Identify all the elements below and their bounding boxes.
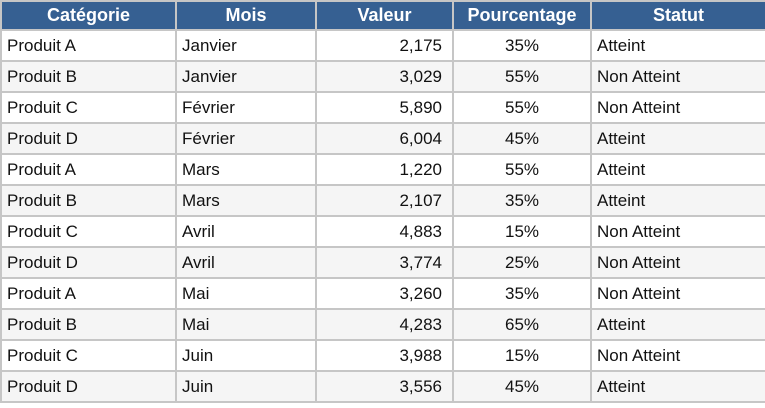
cell-categorie[interactable]: Produit A — [0, 29, 177, 62]
table-row: Produit C Février 5,890 55% Non Atteint — [0, 91, 765, 124]
cell-categorie[interactable]: Produit C — [0, 215, 177, 248]
cell-pourcentage[interactable]: 15% — [452, 339, 592, 372]
cell-categorie[interactable]: Produit B — [0, 184, 177, 217]
cell-categorie[interactable]: Produit A — [0, 277, 177, 310]
cell-statut[interactable]: Atteint — [590, 153, 765, 186]
table-row: Produit D Février 6,004 45% Atteint — [0, 122, 765, 155]
cell-pourcentage[interactable]: 35% — [452, 29, 592, 62]
table-body: Produit A Janvier 2,175 35% Atteint Prod… — [0, 29, 765, 403]
cell-mois[interactable]: Janvier — [175, 29, 317, 62]
cell-pourcentage[interactable]: 45% — [452, 370, 592, 403]
cell-mois[interactable]: Avril — [175, 246, 317, 279]
cell-statut[interactable]: Non Atteint — [590, 339, 765, 372]
table-row: Produit A Janvier 2,175 35% Atteint — [0, 29, 765, 62]
cell-statut[interactable]: Non Atteint — [590, 215, 765, 248]
cell-pourcentage[interactable]: 35% — [452, 184, 592, 217]
cell-valeur[interactable]: 6,004 — [315, 122, 454, 155]
cell-valeur[interactable]: 4,283 — [315, 308, 454, 341]
column-header-valeur[interactable]: Valeur — [315, 0, 454, 31]
column-header-categorie[interactable]: Catégorie — [0, 0, 177, 31]
table-row: Produit B Mars 2,107 35% Atteint — [0, 184, 765, 217]
cell-statut[interactable]: Atteint — [590, 184, 765, 217]
cell-categorie[interactable]: Produit D — [0, 370, 177, 403]
table-row: Produit C Juin 3,988 15% Non Atteint — [0, 339, 765, 372]
column-header-pourcentage[interactable]: Pourcentage — [452, 0, 592, 31]
cell-valeur[interactable]: 4,883 — [315, 215, 454, 248]
cell-mois[interactable]: Avril — [175, 215, 317, 248]
cell-categorie[interactable]: Produit D — [0, 246, 177, 279]
cell-pourcentage[interactable]: 25% — [452, 246, 592, 279]
cell-statut[interactable]: Non Atteint — [590, 60, 765, 93]
cell-categorie[interactable]: Produit A — [0, 153, 177, 186]
column-header-statut[interactable]: Statut — [590, 0, 765, 31]
table-row: Produit A Mai 3,260 35% Non Atteint — [0, 277, 765, 310]
table-header-row: Catégorie Mois Valeur Pourcentage Statut — [0, 0, 765, 31]
cell-statut[interactable]: Atteint — [590, 29, 765, 62]
table-row: Produit B Mai 4,283 65% Atteint — [0, 308, 765, 341]
cell-valeur[interactable]: 5,890 — [315, 91, 454, 124]
cell-valeur[interactable]: 3,988 — [315, 339, 454, 372]
cell-valeur[interactable]: 3,260 — [315, 277, 454, 310]
cell-valeur[interactable]: 1,220 — [315, 153, 454, 186]
cell-mois[interactable]: Juin — [175, 339, 317, 372]
column-header-mois[interactable]: Mois — [175, 0, 317, 31]
cell-pourcentage[interactable]: 45% — [452, 122, 592, 155]
cell-pourcentage[interactable]: 55% — [452, 91, 592, 124]
cell-statut[interactable]: Atteint — [590, 122, 765, 155]
cell-mois[interactable]: Mai — [175, 277, 317, 310]
table-row: Produit D Juin 3,556 45% Atteint — [0, 370, 765, 403]
cell-mois[interactable]: Janvier — [175, 60, 317, 93]
cell-mois[interactable]: Mars — [175, 184, 317, 217]
cell-valeur[interactable]: 3,029 — [315, 60, 454, 93]
cell-pourcentage[interactable]: 35% — [452, 277, 592, 310]
cell-pourcentage[interactable]: 55% — [452, 153, 592, 186]
cell-valeur[interactable]: 3,774 — [315, 246, 454, 279]
cell-pourcentage[interactable]: 55% — [452, 60, 592, 93]
cell-valeur[interactable]: 2,107 — [315, 184, 454, 217]
cell-statut[interactable]: Non Atteint — [590, 277, 765, 310]
cell-categorie[interactable]: Produit C — [0, 91, 177, 124]
cell-categorie[interactable]: Produit D — [0, 122, 177, 155]
table-row: Produit D Avril 3,774 25% Non Atteint — [0, 246, 765, 279]
cell-mois[interactable]: Mars — [175, 153, 317, 186]
cell-mois[interactable]: Février — [175, 122, 317, 155]
cell-mois[interactable]: Juin — [175, 370, 317, 403]
table-row: Produit A Mars 1,220 55% Atteint — [0, 153, 765, 186]
cell-statut[interactable]: Non Atteint — [590, 91, 765, 124]
table-row: Produit B Janvier 3,029 55% Non Atteint — [0, 60, 765, 93]
cell-statut[interactable]: Non Atteint — [590, 246, 765, 279]
cell-mois[interactable]: Février — [175, 91, 317, 124]
cell-categorie[interactable]: Produit B — [0, 308, 177, 341]
cell-statut[interactable]: Atteint — [590, 308, 765, 341]
cell-valeur[interactable]: 3,556 — [315, 370, 454, 403]
table-row: Produit C Avril 4,883 15% Non Atteint — [0, 215, 765, 248]
cell-pourcentage[interactable]: 15% — [452, 215, 592, 248]
cell-categorie[interactable]: Produit C — [0, 339, 177, 372]
cell-pourcentage[interactable]: 65% — [452, 308, 592, 341]
cell-categorie[interactable]: Produit B — [0, 60, 177, 93]
cell-statut[interactable]: Atteint — [590, 370, 765, 403]
cell-valeur[interactable]: 2,175 — [315, 29, 454, 62]
cell-mois[interactable]: Mai — [175, 308, 317, 341]
